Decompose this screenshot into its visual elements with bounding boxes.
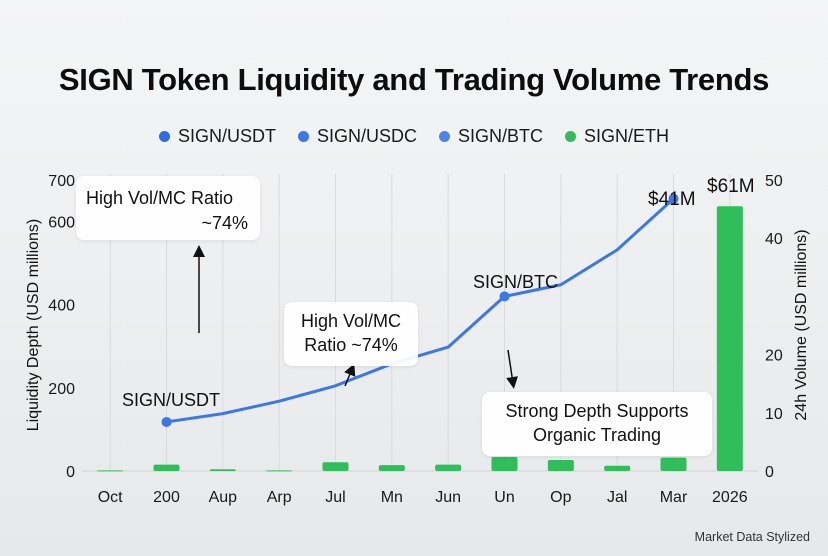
x-tick-label: Oct (98, 489, 123, 506)
x-tick-label: Mn (381, 489, 403, 506)
x-tick-label: Jul (325, 489, 345, 506)
legend-marker-sign-usdt (158, 131, 170, 142)
x-tick-label: 200 (153, 489, 180, 506)
annotation-line: High Vol/MC (300, 311, 402, 331)
y-left-tick-label: 0 (66, 464, 75, 481)
x-tick-label: Jun (435, 489, 461, 506)
volume-bar (435, 464, 462, 471)
volume-bar (491, 457, 518, 471)
liquidity-line-path (165, 197, 675, 424)
y-right-tick-label: 0 (765, 464, 774, 481)
legend-item-sign-usdt[interactable]: SIGN/USDT (158, 126, 276, 147)
volume-bar (322, 462, 349, 471)
annotation-strong-depth: Strong Depth Supports Organic Trading (482, 392, 712, 456)
annotation-line: ~74% (201, 213, 248, 233)
volume-bar (660, 457, 687, 471)
legend-label: SIGN/BTC (458, 126, 544, 146)
x-tick-label: 2026 (712, 489, 748, 506)
volume-bar (547, 459, 574, 471)
y-left-tick-label: 700 (48, 173, 75, 190)
arrow-up-right (344, 363, 356, 387)
legend-marker-sign-btc (439, 131, 450, 142)
line-point-marker (499, 291, 510, 302)
footer-note: Market Data Stylized (694, 530, 810, 544)
legend: SIGN/USDT SIGN/USDC SIGN/BTC SIGN/ETH (0, 126, 828, 147)
volume-bar (604, 465, 631, 471)
chart-title: SIGN Token Liquidity and Trading Volume … (58, 62, 770, 97)
legend-item-sign-eth[interactable]: SIGN/ETH (565, 126, 669, 147)
bar-label-61m: $61M (707, 176, 755, 197)
annotation-line: Ratio ~74% (304, 335, 398, 356)
volume-bar (153, 464, 180, 471)
point-label-sign-btc: SIGN/BTC (473, 272, 558, 292)
x-tick-label: Mar (660, 489, 688, 506)
legend-label: SIGN/USDC (316, 126, 417, 146)
line-point-marker (668, 193, 679, 204)
y-axis-right-title: 24h Volume (USD millions) (793, 229, 810, 420)
annotation-line: Strong Depth Supports (505, 401, 689, 421)
liquidity-line (161, 193, 679, 427)
annotation-line: Organic Trading (532, 425, 662, 446)
volume-bar (97, 470, 124, 472)
x-tick-label: Jal (607, 489, 627, 506)
y-right-tick-label: 10 (765, 406, 783, 423)
annotation-arrows (193, 245, 519, 389)
point-label-41m: $41M (648, 189, 696, 210)
legend-item-sign-btc[interactable]: SIGN/BTC (439, 126, 543, 147)
y-axis-left-title: Liquidity Depth (USD millions) (25, 219, 42, 432)
volume-bar (209, 469, 236, 471)
y-right-tick-label: 40 (765, 231, 783, 248)
x-tick-label: Aup (209, 489, 238, 506)
legend-marker-sign-usdc (297, 131, 309, 142)
volume-bar (266, 470, 293, 472)
x-tick-label: Op (550, 489, 571, 506)
legend-marker-sign-eth (565, 131, 577, 142)
volume-bar (378, 465, 405, 471)
point-label-sign-usdt: SIGN/USDT (122, 390, 220, 410)
y-left-tick-label: 400 (48, 298, 75, 315)
x-tick-label: Un (494, 489, 514, 506)
legend-item-sign-usdc[interactable]: SIGN/USDC (297, 126, 417, 147)
y-left-tick-label: 600 (48, 215, 75, 232)
annotation-line: High Vol/MC Ratio (86, 188, 234, 208)
volume-bars (97, 206, 743, 472)
y-left-tick-label: 200 (48, 381, 75, 398)
line-point-marker (161, 416, 172, 427)
annotation-high-vol-ratio: High Vol/MC Ratio ~74% (76, 176, 260, 240)
annotation-high-vol-ratio-2: High Vol/MC Ratio ~74% (284, 302, 418, 366)
axis-ticks: Oct 200 Aup Arp Jul Mn Jun Un Op Jal Mar 2026020040… (48, 173, 783, 506)
y-right-tick-label: 50 (765, 173, 783, 190)
legend-label: SIGN/ETH (584, 126, 670, 146)
x-tick-label: Arp (267, 489, 292, 506)
volume-bar (716, 206, 743, 471)
y-right-tick-label: 20 (765, 348, 783, 365)
legend-label: SIGN/USDT (177, 126, 276, 146)
arrow-down (506, 349, 519, 389)
